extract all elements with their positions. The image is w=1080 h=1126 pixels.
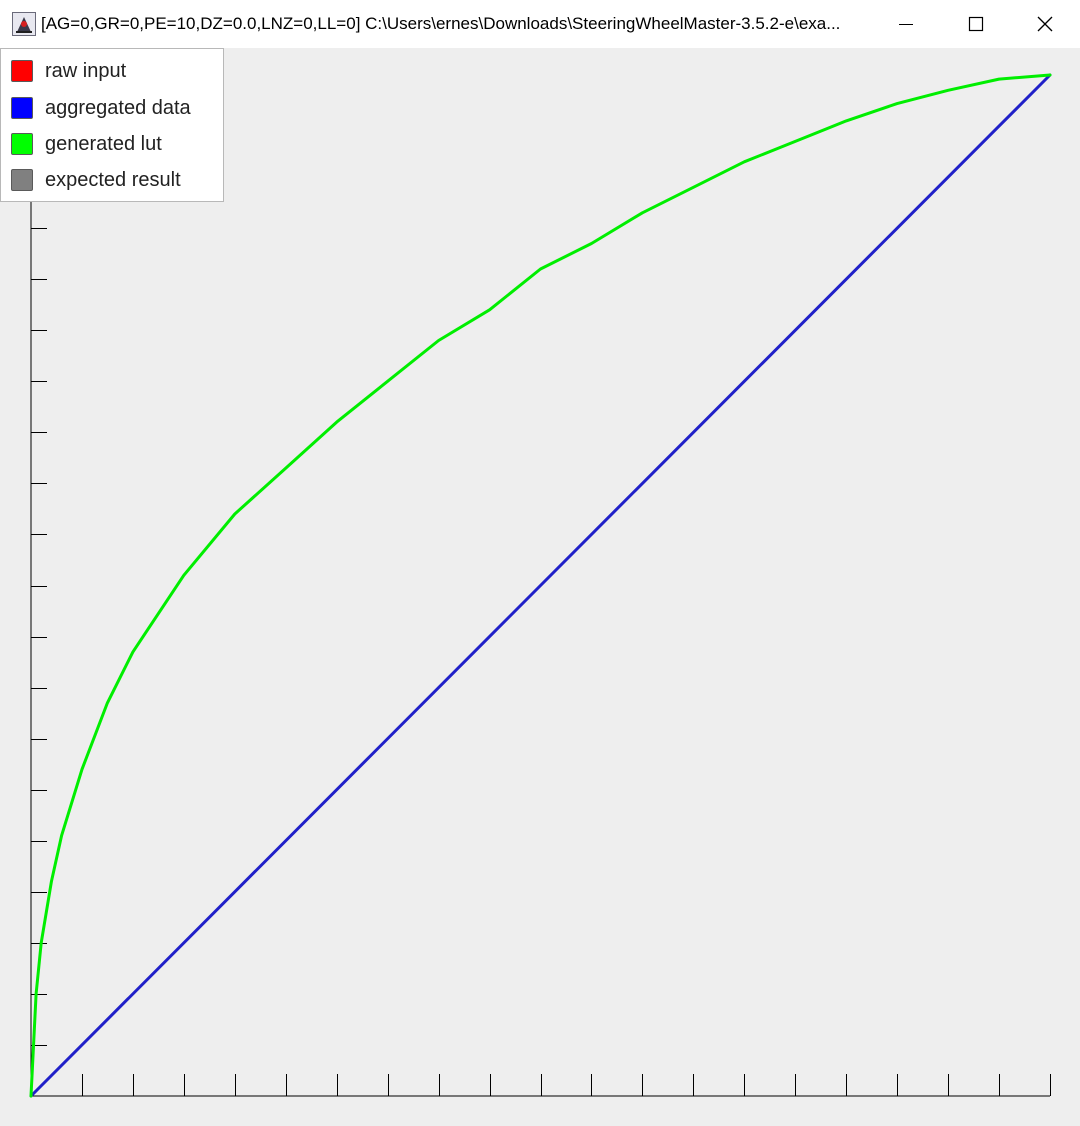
legend-label: generated lut: [45, 132, 162, 155]
legend-label: expected result: [45, 168, 181, 191]
java-duke-icon[interactable]: [12, 12, 36, 36]
legend-swatch-generated-lut: [11, 133, 33, 155]
legend-swatch-raw-input: [11, 60, 33, 82]
close-icon: [1037, 16, 1053, 32]
maximize-button[interactable]: [941, 0, 1011, 48]
legend-swatch-aggregated-data: [11, 97, 33, 119]
legend-item-aggregated-data: aggregated data: [11, 96, 191, 120]
close-button[interactable]: [1010, 0, 1080, 48]
legend-item-expected-result: expected result: [11, 168, 181, 192]
maximize-icon: [968, 16, 984, 32]
legend-item-raw-input: raw input: [11, 59, 126, 83]
legend-item-generated-lut: generated lut: [11, 132, 162, 156]
window-title: [AG=0,GR=0,PE=10,DZ=0.0,LNZ=0,LL=0] C:\U…: [41, 14, 841, 33]
minimize-icon: [899, 24, 913, 25]
legend-swatch-expected-result: [11, 169, 33, 191]
window-titlebar[interactable]: [AG=0,GR=0,PE=10,DZ=0.0,LNZ=0,LL=0] C:\U…: [0, 0, 1080, 48]
minimize-button[interactable]: [871, 0, 941, 48]
series-line-aggregated-data: [29, 73, 1052, 1098]
lut-chart: [29, 73, 1052, 1098]
legend-label: aggregated data: [45, 96, 191, 119]
legend-label: raw input: [45, 59, 127, 82]
legend: raw input aggregated data generated lut …: [0, 48, 224, 202]
series-line-generated-lut: [29, 73, 1052, 1098]
plot-canvas: raw input aggregated data generated lut …: [0, 48, 1080, 1126]
